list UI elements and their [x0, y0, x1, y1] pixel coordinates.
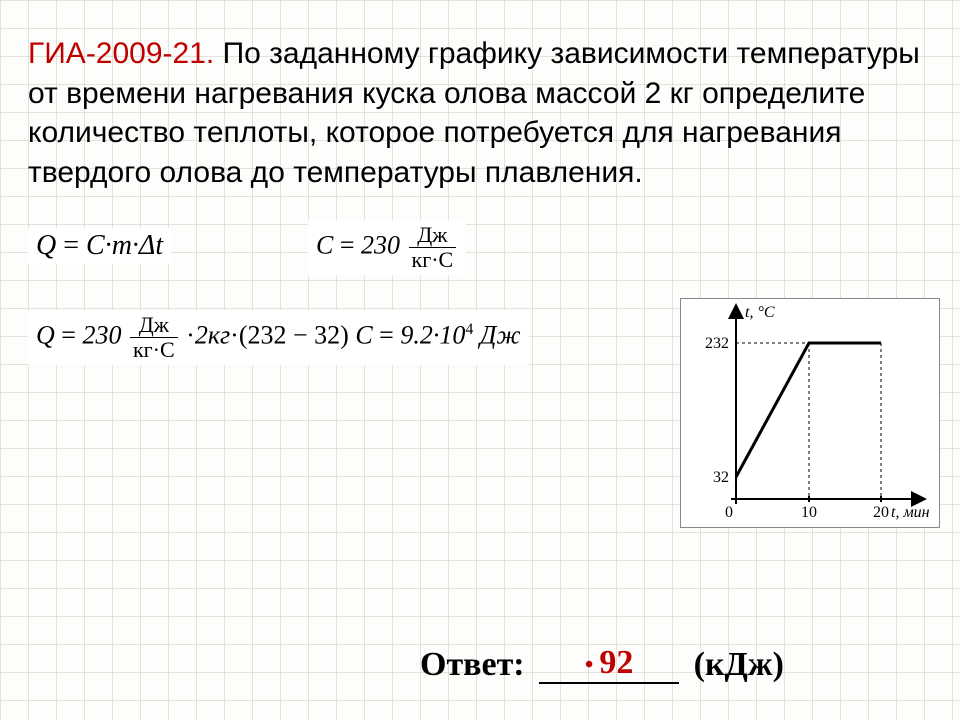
bullet-icon: •: [585, 652, 593, 678]
qc-lhs: Q: [36, 321, 55, 350]
page-content: ГИА-2009-21. По заданному графику зависи…: [0, 0, 960, 720]
qc-result-unit: Дж: [480, 321, 521, 350]
qc-val: 230: [82, 321, 121, 350]
answer-label: Ответ:: [420, 646, 525, 683]
c-frac-num: Дж: [409, 224, 457, 248]
x-tick-10-label: 10: [801, 504, 817, 521]
x-axis-label: t, мин: [891, 504, 930, 521]
problem-header: ГИА-2009-21.: [28, 37, 214, 70]
equals-sign: =: [61, 321, 82, 350]
dot2: ·: [230, 321, 239, 350]
c-fraction: Дж кг·С: [409, 224, 457, 271]
dot1: ·: [186, 321, 195, 350]
formula-q-calc: Q = 230 Дж кг·С ·2кг·(232 − 32) С = 9.2·…: [28, 310, 529, 365]
formula-q-general: Q = С·m·Δt: [28, 228, 171, 264]
x-tick-20-label: 20: [873, 504, 889, 521]
qc-fraction: Дж кг·С: [130, 314, 178, 361]
answer-blank: •92: [539, 644, 679, 684]
c-frac-den: кг·С: [409, 248, 457, 271]
qc-delta: (232 − 32): [239, 321, 349, 350]
chart-svg: t, °C t, мин 232 32 0 10 20: [681, 299, 941, 529]
answer-value: 92: [599, 644, 633, 681]
y-tick-32: 32: [713, 469, 729, 486]
qc-unit-c: С: [355, 321, 372, 350]
equals-sign: =: [340, 231, 361, 260]
c-value: 230: [361, 231, 400, 260]
formula-c-value: С = 230 Дж кг·С: [308, 220, 466, 275]
qc-frac-den: кг·С: [130, 338, 178, 361]
answer-unit: (кДж): [694, 646, 784, 683]
y-tick-232: 232: [705, 335, 729, 352]
equals-sign: =: [63, 230, 86, 261]
q-general-lhs: Q: [36, 230, 56, 261]
qc-mass: 2кг: [195, 321, 230, 350]
c-lhs: С: [316, 231, 333, 260]
temperature-chart: t, °C t, мин 232 32 0 10 20: [680, 298, 940, 528]
answer-line: Ответ: •92 (кДж): [420, 644, 784, 684]
qc-result: 9.2·10: [400, 321, 465, 350]
q-general-rhs: С·m·Δt: [86, 230, 163, 261]
problem-statement: ГИА-2009-21. По заданному графику зависи…: [28, 34, 928, 192]
equals-sign-2: =: [379, 321, 400, 350]
qc-frac-num: Дж: [130, 314, 178, 338]
y-axis-label: t, °C: [745, 304, 775, 321]
qc-result-exp: 4: [465, 321, 473, 338]
x-tick-0: 0: [725, 504, 733, 521]
